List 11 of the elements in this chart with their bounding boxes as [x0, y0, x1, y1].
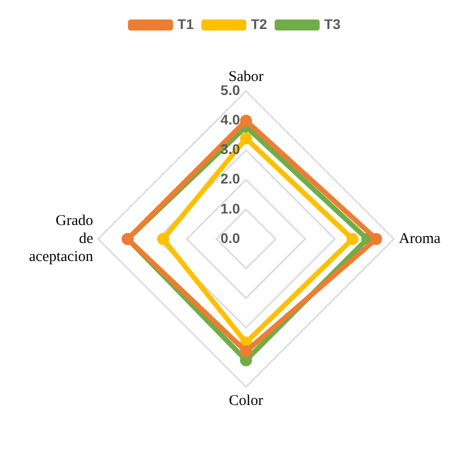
legend-label: T2 — [250, 16, 268, 32]
spoke-label: Aroma — [398, 230, 441, 247]
legend-label: T3 — [324, 16, 341, 32]
legend-label: T1 — [177, 16, 194, 32]
y-tick-label: 4.0 — [220, 112, 240, 128]
y-tick-label: 3.0 — [220, 141, 240, 158]
spoke-label: Grado de aceptacion — [29, 212, 94, 265]
y-tick-label: 0.0 — [220, 230, 240, 246]
y-tick-label: 1.0 — [220, 200, 240, 216]
y-tick-label: 2.0 — [220, 170, 240, 187]
spoke-label: Color — [228, 392, 264, 409]
